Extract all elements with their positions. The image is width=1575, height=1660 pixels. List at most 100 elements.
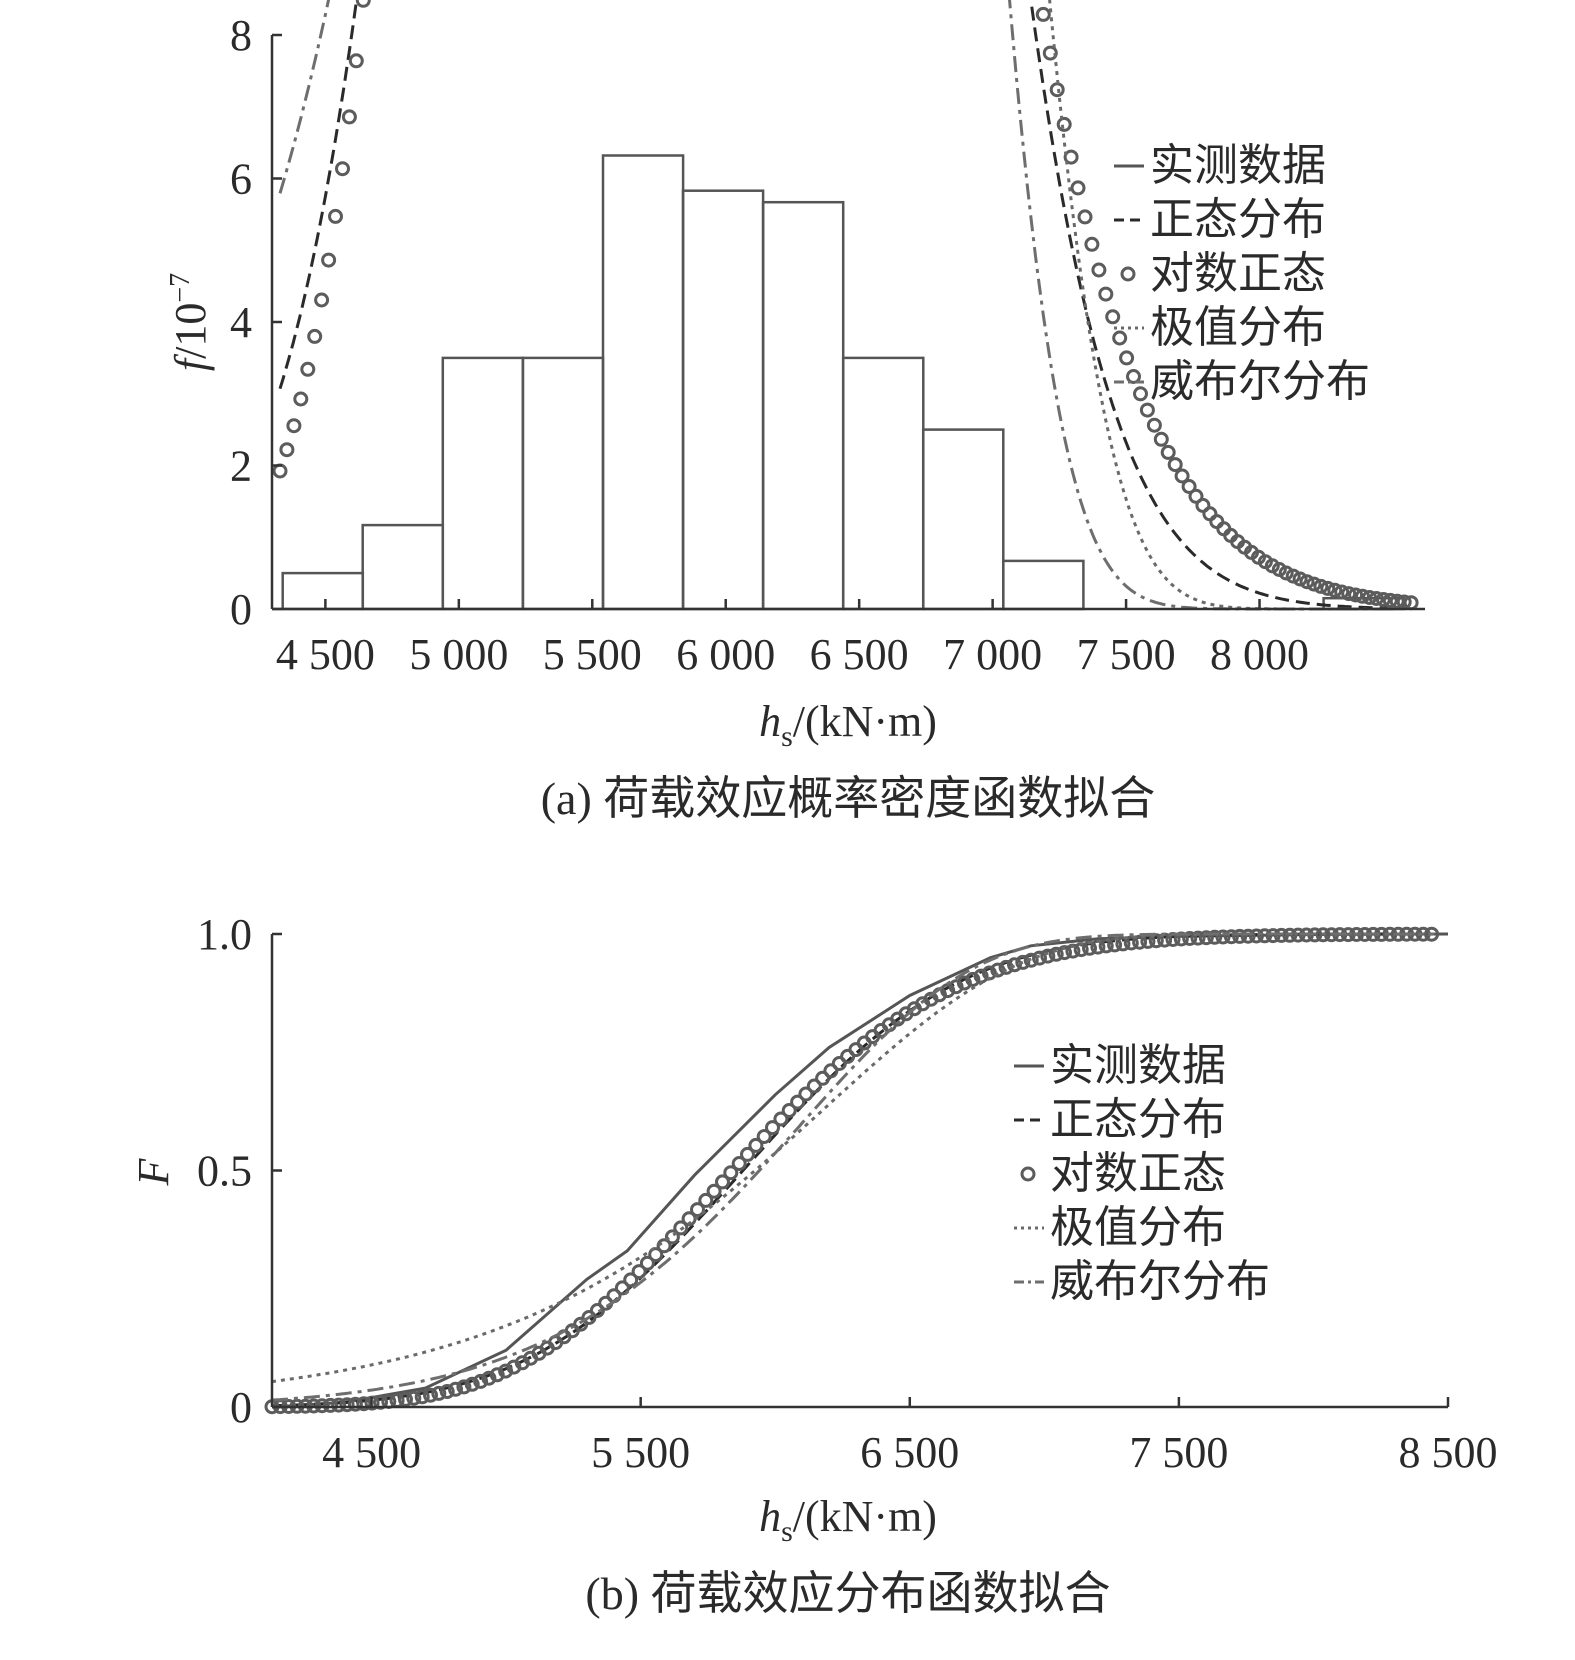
- legend-symbol: [1020, 1166, 1036, 1182]
- lognormal-point: [373, 1394, 388, 1410]
- lognormal-point: [272, 463, 288, 479]
- lognormal-point: [790, 1094, 806, 1110]
- lognormal-point: [1123, 935, 1139, 951]
- legend-label: 实测数据: [1050, 1040, 1226, 1091]
- lognormal-point: [956, 975, 972, 991]
- lognormal-point: [1265, 928, 1281, 944]
- lognormal-point: [1042, 45, 1058, 61]
- lognormal-point: [1153, 431, 1169, 447]
- lognormal-point: [698, 1192, 714, 1208]
- histogram-bar: [681, 189, 765, 611]
- lognormal-point: [773, 1111, 789, 1127]
- lognormal-point: [1182, 931, 1198, 946]
- normal-fit-curve: [278, 0, 1394, 610]
- lognormal-point: [1133, 386, 1148, 402]
- lognormal-point: [1077, 209, 1093, 225]
- legend-symbol: [1120, 266, 1136, 282]
- legend-label: 对数正态: [1050, 1148, 1226, 1199]
- lognormal-point: [589, 1303, 605, 1318]
- x-tick-label: 8 500: [1399, 1428, 1498, 1477]
- lognormal-point: [1084, 236, 1100, 252]
- lognormal-point: [715, 1174, 730, 1190]
- lognormal-point: [456, 1379, 472, 1395]
- lognormal-point: [781, 1103, 797, 1118]
- lognormal-point: [1098, 286, 1114, 302]
- lognormal-point: [823, 1063, 839, 1079]
- lognormal-point: [1048, 946, 1064, 962]
- lognormal-point: [1248, 928, 1264, 944]
- lognormal-point: [1040, 948, 1056, 964]
- normal-cdf-curve: [271, 932, 1435, 1408]
- lognormal-point: [406, 1390, 422, 1406]
- x-tick-label: 7 000: [943, 630, 1042, 679]
- lognormal-point: [965, 971, 981, 987]
- lognormal-point: [448, 1381, 463, 1397]
- lognormal-point: [1023, 952, 1039, 968]
- histogram-bar: [921, 428, 1005, 611]
- legend-item-lognormal: 对数正态: [1120, 248, 1326, 299]
- lognormal-point: [1057, 945, 1072, 961]
- lognormal-point: [1126, 369, 1141, 384]
- lognormal-point: [1278, 565, 1294, 581]
- lognormal-point: [347, 1396, 363, 1412]
- lognormal-point: [1070, 180, 1086, 196]
- legend-item-observed: 实测数据: [1014, 1040, 1226, 1091]
- lognormal-point: [1207, 929, 1223, 945]
- x-tick-label: 6 500: [860, 1428, 959, 1477]
- lognormal-point: [1160, 444, 1176, 460]
- lognormal-point: [1327, 582, 1343, 598]
- lognormal-point: [1355, 588, 1370, 604]
- lognormal-cdf-points: [264, 926, 1440, 1415]
- y-tick-label: 1.0: [197, 910, 252, 959]
- lognormal-point: [1146, 417, 1162, 433]
- lognormal-point: [314, 1398, 330, 1414]
- histogram-bar: [761, 200, 845, 611]
- y-tick-label: 0.5: [197, 1147, 252, 1196]
- y-tick-label: 6: [230, 155, 252, 204]
- histogram-bar: [1002, 559, 1085, 611]
- weibull-cdf-curve: [271, 932, 1435, 1402]
- lognormal-point: [431, 1385, 447, 1401]
- lognormal-point: [1181, 479, 1197, 494]
- lognormal-fit-points: [272, 0, 1419, 611]
- lognormal-point: [314, 292, 330, 308]
- legend-label: 对数正态: [1150, 248, 1326, 299]
- lognormal-point: [341, 109, 357, 125]
- y-tick-label: 4: [230, 298, 252, 347]
- lognormal-point: [464, 1376, 480, 1392]
- lognormal-point: [639, 1255, 655, 1271]
- panel-b-cdf-chart: 0 0.5 1.0 4 500 5 500 6 500 7 500 8 500 Fhs/(kN·…: [129, 910, 1498, 1619]
- lognormal-point: [307, 328, 323, 344]
- lognormal-point: [1223, 929, 1239, 945]
- x-axis-label: hs/(kN·m): [759, 1492, 937, 1548]
- lognormal-point: [423, 1387, 438, 1403]
- histogram-bar: [281, 571, 365, 611]
- lognormal-point: [1257, 928, 1273, 944]
- lognormal-point: [806, 1078, 822, 1094]
- histogram-bar: [361, 523, 445, 611]
- lognormal-point: [1240, 928, 1256, 944]
- lognormal-point: [356, 1396, 372, 1412]
- lognormal-point: [414, 1389, 430, 1405]
- x-tick-label: 5 500: [591, 1428, 690, 1477]
- lognormal-point: [398, 1391, 413, 1407]
- lognormal-point: [948, 979, 964, 995]
- lognormal-point: [1313, 578, 1329, 594]
- lognormal-point: [348, 53, 364, 69]
- lognormal-point: [481, 1370, 497, 1386]
- lognormal-point: [279, 442, 295, 458]
- legend-label: 威布尔分布: [1150, 356, 1370, 407]
- legend-item-normal: 正态分布: [1114, 194, 1326, 245]
- lognormal-point: [1188, 488, 1204, 504]
- lognormal-point: [648, 1247, 664, 1263]
- panel-caption: (a) 荷载效应概率密度函数拟合: [541, 773, 1156, 824]
- lognormal-point: [673, 1220, 689, 1236]
- panel-a-density-chart: 0 2 4 6 8 4 500 5 000 5 500 6 000 6 500 7 000 7 500…: [165, 0, 1425, 824]
- lognormal-point: [740, 1146, 755, 1162]
- lognormal-point: [1292, 571, 1308, 587]
- legend-label: 正态分布: [1150, 194, 1326, 245]
- lognormal-point: [1112, 330, 1128, 346]
- lognormal-point: [748, 1137, 764, 1153]
- lognormal-point: [473, 1373, 489, 1389]
